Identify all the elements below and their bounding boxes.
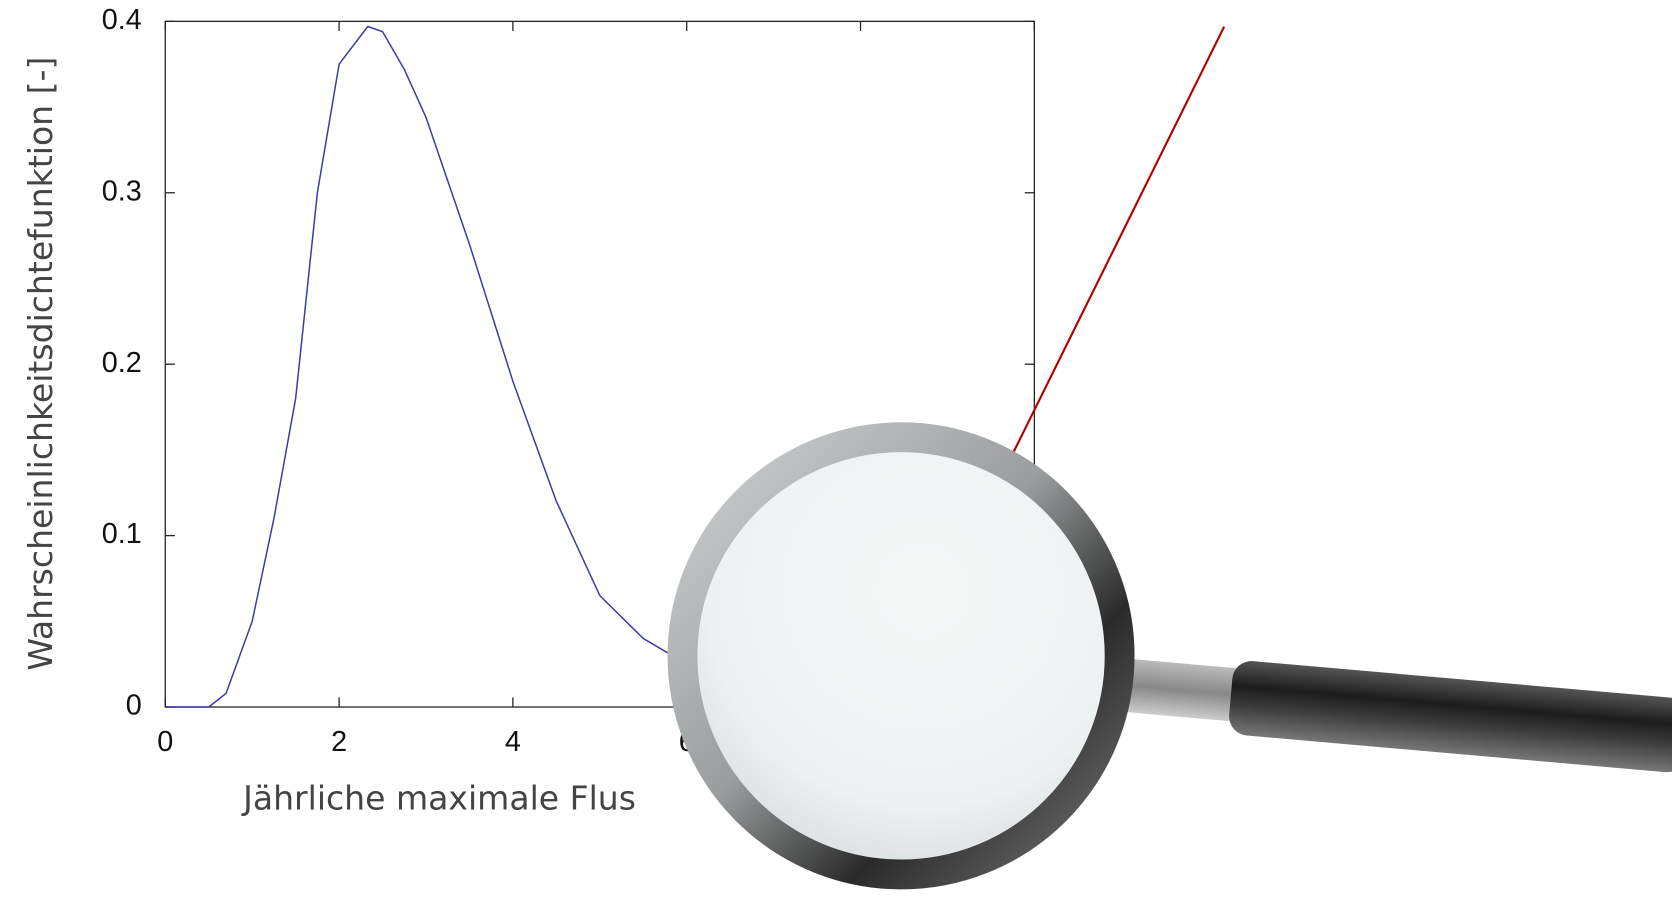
x-axis-label: Jährliche maximale Flus xyxy=(241,778,636,817)
y-axis-label: Wahrscheinlichkeitsdichtefunktion [-] xyxy=(21,57,60,671)
y-tick-label: 0.1 xyxy=(102,518,142,550)
magnifier-lens xyxy=(682,437,1119,874)
y-tick-label: 0.2 xyxy=(102,347,142,379)
chart: Wahrscheinlichkeitsdichtefunktion [-] Jä… xyxy=(0,0,1672,899)
x-tick-label: 4 xyxy=(505,726,521,758)
y-tick-label: 0.4 xyxy=(102,4,142,36)
magnifier-handle xyxy=(1116,650,1672,774)
x-tick-label: 0 xyxy=(157,726,173,758)
handle-grip xyxy=(1228,659,1672,773)
magnifier xyxy=(682,437,1672,874)
y-tick-label: 0 xyxy=(126,690,142,722)
x-tick-label: 2 xyxy=(331,726,347,758)
y-tick-label: 0.3 xyxy=(102,175,142,207)
page: {"chart_data": {"type": "line", "y_label… xyxy=(0,0,1672,899)
